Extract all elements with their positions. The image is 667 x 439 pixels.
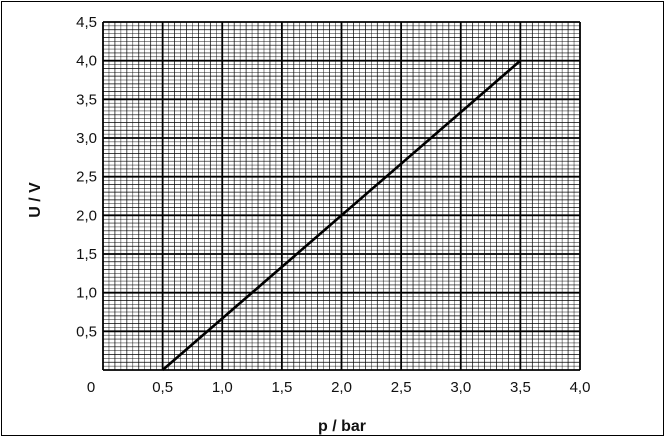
x-tick-label: 4,0 <box>570 379 591 396</box>
y-tick-label: 3,0 <box>76 130 97 147</box>
x-tick-labels: 0 0,5 1,0 1,5 2,0 2,5 3,0 3,5 4,0 <box>87 379 591 396</box>
x-tick-label: 2,5 <box>391 379 412 396</box>
y-tick-label: 4,5 <box>76 14 97 31</box>
x-tick-label: 3,0 <box>450 379 471 396</box>
y-tick-label: 2,5 <box>76 169 97 186</box>
y-tick-label: 2,0 <box>76 207 97 224</box>
x-tick-label: 2,0 <box>331 379 352 396</box>
y-tick-label: 3,5 <box>76 91 97 108</box>
x-axis-label: p / bar <box>318 418 366 435</box>
y-tick-label: 1,5 <box>76 246 97 263</box>
x-tick-label: 1,5 <box>271 379 292 396</box>
y-tick-label: 1,0 <box>76 285 97 302</box>
x-tick-label: 3,5 <box>510 379 531 396</box>
y-tick-label: 4,0 <box>76 53 97 70</box>
x-tick-label: 0,5 <box>152 379 173 396</box>
y-tick-label: 0,5 <box>76 323 97 340</box>
series-line-0 <box>161 59 522 371</box>
x-tick-label: 0 <box>87 379 95 396</box>
y-tick-labels: 0,5 1,0 1,5 2,0 2,5 3,0 3,5 4,0 4,5 <box>76 14 97 340</box>
y-axis-label: U / V <box>27 182 44 218</box>
series-group <box>161 59 522 371</box>
x-tick-label: 1,0 <box>212 379 233 396</box>
